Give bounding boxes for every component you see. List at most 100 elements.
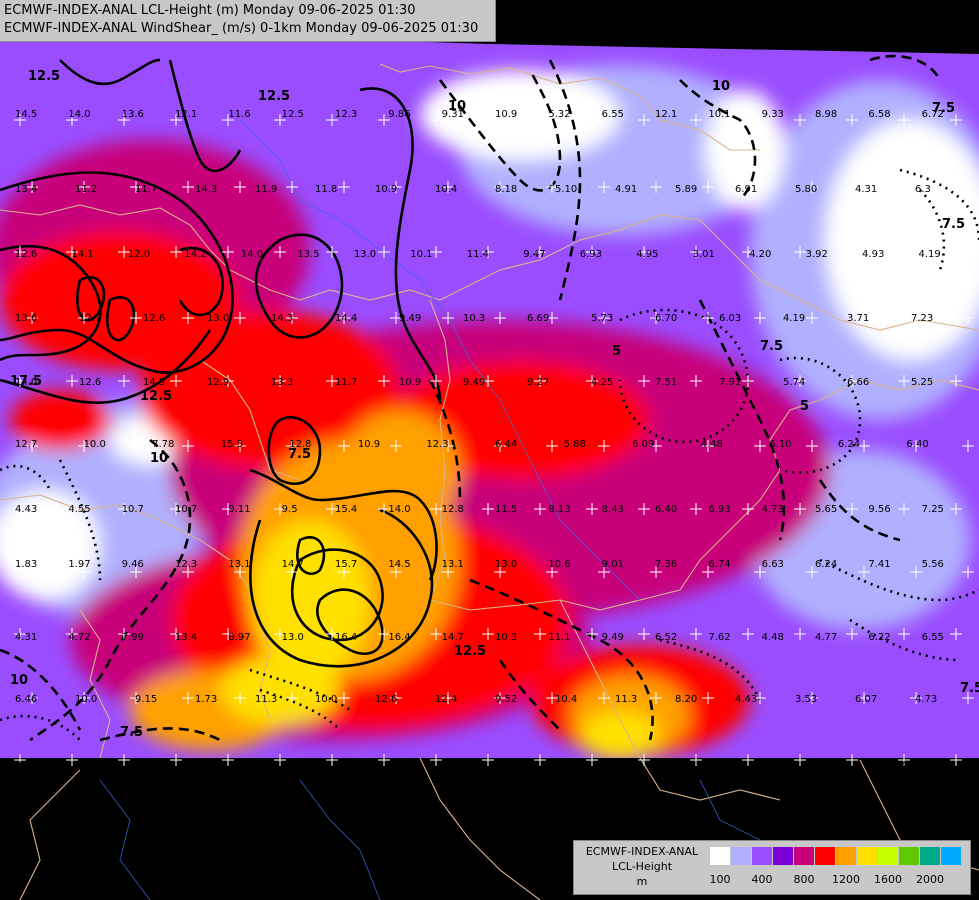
grid-cross (442, 566, 454, 578)
station-value: 11.9 (255, 184, 277, 195)
station-value: 10.7 (122, 504, 144, 515)
station-value: 6.93 (580, 249, 602, 260)
grid-cross (234, 181, 246, 193)
station-value: 6.91 (735, 184, 757, 195)
grid-cross (806, 692, 818, 704)
station-value: 10.6 (548, 559, 570, 570)
station-value: 6.40 (906, 439, 928, 450)
grid-cross (66, 628, 78, 640)
grid-cross (286, 566, 298, 578)
grid-cross (170, 503, 182, 515)
grid-cross (286, 312, 298, 324)
grid-cross (586, 628, 598, 640)
station-value: 4.31 (855, 184, 877, 195)
station-value: 13.4 (175, 632, 197, 643)
station-value: 12.8 (289, 439, 311, 450)
station-value: 6.66 (847, 377, 869, 388)
grid-cross (14, 375, 26, 387)
contour-label: 7.5 (960, 681, 979, 696)
grid-cross (14, 503, 26, 515)
station-value: 7.41 (868, 559, 890, 570)
station-value: 9.33 (762, 109, 784, 120)
grid-cross (326, 114, 338, 126)
grid-cross (702, 692, 714, 704)
station-value: 8.43 (602, 504, 624, 515)
station-value: 1.97 (68, 559, 90, 570)
contour-label: 5 (612, 344, 621, 359)
legend-unit: m (636, 875, 648, 888)
grid-cross (338, 692, 350, 704)
station-value: 12.9 (207, 377, 229, 388)
station-value: 9.49 (602, 632, 624, 643)
grid-cross (794, 246, 806, 258)
grid-cross (430, 246, 442, 258)
grid-cross (586, 754, 598, 766)
grid-cross (442, 440, 454, 452)
grid-cross (846, 754, 858, 766)
grid-cross (650, 440, 662, 452)
grid-cross (546, 566, 558, 578)
station-value: 8.42 (532, 760, 554, 771)
station-value: 4.95 (636, 249, 658, 260)
legend-swatch (857, 847, 877, 865)
grid-cross (442, 181, 454, 193)
grid-cross (858, 692, 870, 704)
grid-cross (950, 754, 962, 766)
grid-cross (858, 312, 870, 324)
grid-cross (702, 181, 714, 193)
station-value: 12.6 (143, 313, 165, 324)
grid-cross (598, 312, 610, 324)
station-value: 13.5 (297, 249, 319, 260)
station-value: 12.6 (15, 249, 37, 260)
grid-cross (66, 375, 78, 387)
grid-cross (910, 692, 922, 704)
station-value: 11.3 (255, 694, 277, 705)
grid-cross (286, 692, 298, 704)
station-value: 3.01 (693, 249, 715, 260)
station-value: 14.1 (71, 249, 93, 260)
grid-cross (14, 754, 26, 766)
contour-label: 5 (800, 399, 809, 414)
grid-cross (182, 566, 194, 578)
grid-cross (182, 440, 194, 452)
grid-cross (338, 181, 350, 193)
grid-cross (234, 692, 246, 704)
grid-cross (794, 754, 806, 766)
grid-cross (546, 692, 558, 704)
grid-cross (66, 503, 78, 515)
station-value: 13.6 (122, 109, 144, 120)
grid-cross (442, 692, 454, 704)
legend-swatch (815, 847, 835, 865)
grid-cross (754, 566, 766, 578)
grid-cross (638, 375, 650, 387)
grid-cross (858, 181, 870, 193)
contour-label: 7.5 (120, 725, 143, 740)
grid-cross (650, 181, 662, 193)
station-value: 13.0 (282, 632, 304, 643)
station-value: 6.52 (655, 632, 677, 643)
station-value: 9.52 (495, 694, 517, 705)
grid-cross (690, 754, 702, 766)
grid-cross (326, 628, 338, 640)
station-value: 4.71 (753, 760, 775, 771)
grid-cross (794, 114, 806, 126)
station-value: 11.1 (548, 632, 570, 643)
station-value: 13.6 (15, 313, 37, 324)
station-value: 14.3 (195, 184, 217, 195)
grid-cross (378, 375, 390, 387)
grid-cross (182, 692, 194, 704)
grid-cross (534, 628, 546, 640)
grid-cross (482, 246, 494, 258)
station-value: 11.3 (615, 694, 637, 705)
wind-shear-contours (0, 58, 442, 668)
grid-cross (534, 114, 546, 126)
station-value: 6.93 (708, 504, 730, 515)
station-value: 13.4 (15, 184, 37, 195)
grid-cross (326, 503, 338, 515)
station-value: 7.23 (911, 313, 933, 324)
station-value: 4.77 (815, 632, 837, 643)
grid-cross (494, 566, 506, 578)
station-value: 10.4 (555, 694, 577, 705)
grid-cross (482, 114, 494, 126)
station-value: 10.9 (358, 439, 380, 450)
